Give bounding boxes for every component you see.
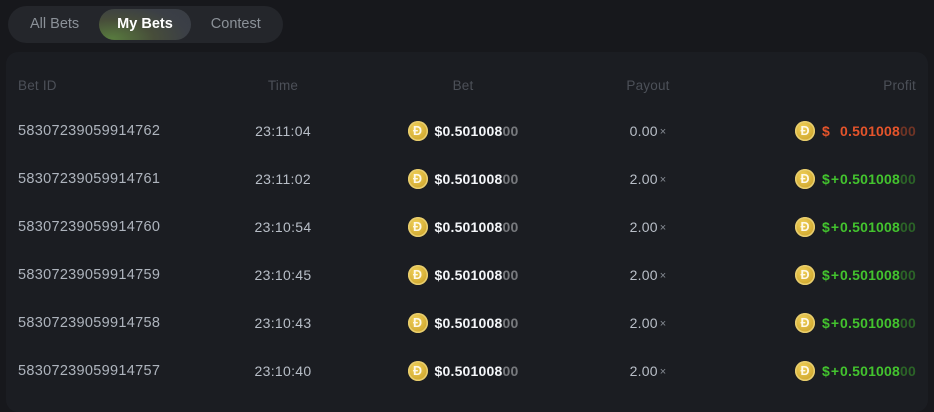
time-cell: 23:11:04	[255, 123, 311, 139]
tab-all-bets[interactable]: All Bets	[30, 16, 80, 32]
table-row[interactable]: 58307239059914758 23:10:43 Đ $0.50100800…	[18, 299, 916, 347]
profit-sign: +	[830, 171, 840, 187]
table-row[interactable]: 58307239059914762 23:11:04 Đ $0.50100800…	[18, 107, 916, 155]
table-row[interactable]: 58307239059914757 23:10:40 Đ $0.50100800…	[18, 347, 916, 395]
payout-cell: 2.00 ×	[568, 219, 728, 235]
payout-cell: 2.00 ×	[568, 171, 728, 187]
bet-id-cell: 58307239059914761	[18, 171, 161, 187]
bet-id-cell: 58307239059914762	[18, 123, 161, 139]
payout-multiplier: 2.00	[629, 171, 658, 187]
dogecoin-icon: Đ	[795, 121, 816, 141]
bet-cell: Đ $0.50100800	[358, 217, 568, 237]
payout-cell: 0.00 ×	[568, 123, 728, 139]
payout-cell: 2.00 ×	[568, 315, 728, 331]
time-cell: 23:10:45	[254, 267, 312, 283]
table-row[interactable]: 58307239059914760 23:10:54 Đ $0.50100800…	[18, 203, 916, 251]
multiplier-x-symbol: ×	[659, 174, 667, 186]
multiplier-x-symbol: ×	[659, 270, 667, 282]
profit-amount: $+0.50100800	[822, 363, 916, 379]
bet-cell: Đ $0.50100800	[358, 313, 568, 333]
bet-amount: $0.50100800	[434, 315, 519, 331]
multiplier-x-symbol: ×	[659, 366, 667, 378]
tab-contest[interactable]: Contest	[210, 16, 261, 32]
dogecoin-icon: Đ	[795, 265, 816, 285]
header-profit: Profit	[883, 78, 916, 93]
multiplier-x-symbol: ×	[659, 126, 667, 138]
dogecoin-icon: Đ	[407, 169, 428, 189]
table-row[interactable]: 58307239059914761 23:11:02 Đ $0.50100800…	[18, 155, 916, 203]
time-cell: 23:10:54	[254, 219, 312, 235]
profit-amount: $+0.50100800	[822, 267, 916, 283]
profit-cell: Đ $+0.50100800	[728, 313, 916, 333]
bet-amount: $0.50100800	[434, 123, 519, 139]
payout-multiplier: 0.00	[629, 123, 658, 139]
payout-multiplier: 2.00	[629, 315, 658, 331]
dogecoin-icon: Đ	[795, 361, 816, 381]
time-cell: 23:10:40	[254, 363, 312, 379]
time-cell: 23:11:02	[255, 171, 311, 187]
bet-cell: Đ $0.50100800	[358, 361, 568, 381]
header-bet: Bet	[452, 78, 474, 93]
profit-amount: $0.50100800	[822, 123, 916, 139]
bet-cell: Đ $0.50100800	[358, 121, 568, 141]
dogecoin-icon: Đ	[795, 313, 816, 333]
profit-amount: $+0.50100800	[822, 219, 916, 235]
dogecoin-icon: Đ	[407, 121, 428, 141]
bet-amount: $0.50100800	[434, 363, 519, 379]
dogecoin-icon: Đ	[407, 313, 428, 333]
multiplier-x-symbol: ×	[659, 222, 667, 234]
payout-cell: 2.00 ×	[568, 363, 728, 379]
dogecoin-icon: Đ	[407, 265, 428, 285]
payout-cell: 2.00 ×	[568, 267, 728, 283]
profit-sign: +	[830, 315, 840, 331]
profit-cell: Đ $0.50100800	[728, 121, 916, 141]
bet-amount: $0.50100800	[434, 219, 519, 235]
profit-amount: $+0.50100800	[822, 171, 916, 187]
payout-multiplier: 2.00	[629, 267, 658, 283]
header-bet-id: Bet ID	[18, 78, 57, 93]
payout-multiplier: 2.00	[629, 363, 658, 379]
bet-amount: $0.50100800	[434, 267, 519, 283]
table-row[interactable]: 58307239059914759 23:10:45 Đ $0.50100800…	[18, 251, 916, 299]
bet-id-cell: 58307239059914759	[18, 267, 161, 283]
time-cell: 23:10:43	[254, 315, 312, 331]
header-time: Time	[267, 78, 299, 93]
profit-sign: +	[830, 267, 840, 283]
bets-table-body: 58307239059914762 23:11:04 Đ $0.50100800…	[18, 107, 916, 395]
dogecoin-icon: Đ	[407, 217, 428, 237]
dogecoin-icon: Đ	[407, 361, 428, 381]
bet-cell: Đ $0.50100800	[358, 169, 568, 189]
bets-tab-bar: All Bets My Bets Contest	[8, 6, 283, 43]
header-payout: Payout	[626, 78, 670, 93]
dogecoin-icon: Đ	[795, 217, 816, 237]
payout-multiplier: 2.00	[629, 219, 658, 235]
tab-my-bets[interactable]: My Bets	[99, 9, 191, 40]
profit-sign: +	[830, 219, 840, 235]
profit-sign: +	[830, 363, 840, 379]
profit-cell: Đ $+0.50100800	[728, 265, 916, 285]
bet-id-cell: 58307239059914757	[18, 363, 161, 379]
profit-cell: Đ $+0.50100800	[728, 217, 916, 237]
multiplier-x-symbol: ×	[659, 318, 667, 330]
bet-cell: Đ $0.50100800	[358, 265, 568, 285]
bet-id-cell: 58307239059914758	[18, 315, 161, 331]
dogecoin-icon: Đ	[795, 169, 816, 189]
profit-amount: $+0.50100800	[822, 315, 916, 331]
bet-id-cell: 58307239059914760	[18, 219, 161, 235]
table-header-row: Bet ID Time Bet Payout Profit	[18, 52, 916, 107]
bets-table-panel: Bet ID Time Bet Payout Profit 5830723905…	[6, 52, 928, 412]
bet-amount: $0.50100800	[434, 171, 519, 187]
profit-cell: Đ $+0.50100800	[728, 169, 916, 189]
profit-cell: Đ $+0.50100800	[728, 361, 916, 381]
